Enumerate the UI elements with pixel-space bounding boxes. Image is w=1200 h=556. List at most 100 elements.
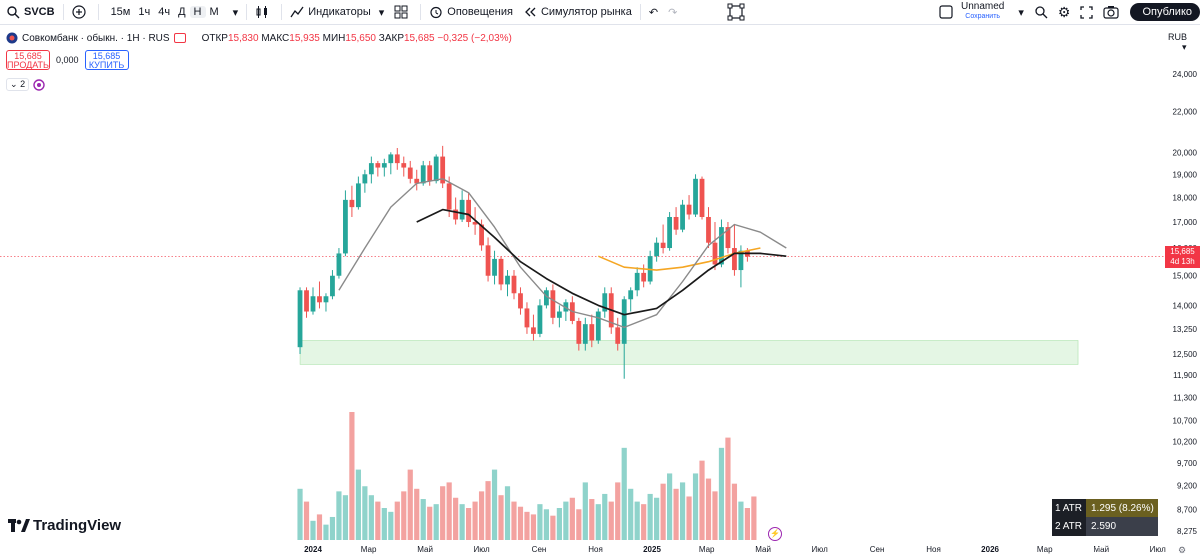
fullscreen-button[interactable] (1075, 0, 1098, 24)
settings-gear-bottom[interactable]: ⚙ (1178, 545, 1186, 556)
volume-bar-14 (388, 511, 394, 540)
settings-button[interactable]: ⚙ (1053, 0, 1076, 24)
tradingview-logo[interactable]: TradingView (8, 517, 121, 534)
volume-bar-30 (491, 469, 498, 540)
volume-bar-4 (323, 524, 329, 540)
snapshot-button[interactable] (1098, 0, 1124, 24)
interval-4[interactable]: Н (189, 6, 206, 18)
volume-bar-65 (718, 447, 725, 540)
volume-bar-54 (647, 493, 653, 540)
interval-2[interactable]: 4ч (158, 6, 171, 18)
candle-body-15 (394, 154, 400, 164)
y-tick-label-7: 15,000 (1173, 272, 1198, 281)
interval-5[interactable]: М (209, 6, 219, 18)
templates-button[interactable] (389, 0, 417, 24)
volume-bar-67 (731, 483, 738, 540)
candle-body-43 (576, 320, 582, 344)
volume-bar-16 (401, 491, 407, 540)
buy-button[interactable]: 15,685 КУПИТЬ (84, 50, 129, 70)
candle-body-31 (498, 258, 504, 285)
currency-selector[interactable]: RUB ▾ (1168, 32, 1200, 53)
undo-button[interactable]: ↶ (644, 0, 663, 24)
indicators-button[interactable]: Индикаторы ▾ (285, 0, 389, 24)
alerts-button[interactable]: Оповещения (424, 0, 518, 24)
compare-button[interactable] (67, 0, 95, 24)
candle-body-40 (556, 311, 562, 318)
divider (246, 4, 248, 20)
volume-bar-60 (686, 496, 692, 540)
gear-icon: ⚙ (1057, 3, 1071, 20)
save-status: Сохранить (965, 13, 1001, 20)
chart-type-button[interactable] (250, 0, 278, 24)
candle-body-47 (602, 293, 608, 312)
candle-body-38 (544, 290, 549, 306)
y-tick-label-15: 9,700 (1177, 459, 1198, 468)
search-icon (7, 6, 20, 19)
volume-bar-49 (615, 482, 621, 540)
x-tick-label-8: Май (755, 545, 771, 554)
candle-body-1 (304, 290, 309, 312)
volume-bar-50 (621, 447, 627, 540)
legend-menu-icon[interactable] (173, 33, 186, 43)
atr-row-1: 1 ATR 1.295 (8.26%) (1052, 499, 1158, 518)
volume-bar-31 (498, 495, 504, 540)
sell-button[interactable]: 15,685 ПРОДАТЬ (6, 50, 50, 70)
volume-bar-32 (504, 486, 511, 540)
layout-button[interactable]: Unnamed Сохранить ▾ (934, 0, 1029, 24)
indicators-toggle[interactable]: ⌄ 2 (6, 78, 30, 91)
interval-group: 15м 1ч 4ч Д Н М (102, 0, 228, 24)
divider (281, 4, 283, 20)
candle-body-14 (388, 154, 394, 164)
chevron-down-icon[interactable]: ▾ (232, 6, 239, 19)
publish-button[interactable]: Опублико (1130, 3, 1200, 21)
y-tick-label-9: 13,250 (1173, 325, 1198, 334)
volume-bar-15 (394, 501, 400, 540)
fullscreen-select-button[interactable] (722, 0, 750, 24)
interval-1[interactable]: 1ч (138, 6, 151, 18)
candle-body-3 (317, 296, 322, 303)
high-label: МАКС (261, 32, 290, 44)
volume-bar-58 (673, 488, 679, 540)
candle-body-29 (485, 245, 491, 276)
y-tick-label-17: 8,700 (1177, 506, 1198, 515)
volume-bar-61 (692, 473, 699, 540)
search-icon (1035, 6, 1048, 19)
selection-frame-icon (727, 3, 745, 21)
candle-body-32 (505, 275, 510, 285)
x-tick-label-3: Июл (473, 545, 490, 554)
support-zone (299, 340, 1079, 365)
volume-bar-7 (342, 495, 349, 540)
plus-circle-icon (71, 5, 86, 19)
data-source-icon[interactable] (33, 78, 45, 91)
y-tick-label-2: 20,000 (1173, 148, 1198, 157)
volume-bar-23 (446, 482, 452, 540)
volume-bar-8 (349, 412, 355, 540)
quick-search-button[interactable] (1029, 0, 1053, 24)
candles-icon (256, 6, 268, 18)
x-tick-label-2: Май (417, 545, 433, 554)
replay-button[interactable]: Симулятор рынка (518, 0, 637, 24)
gear-icon: ⚙ (1178, 545, 1187, 555)
divider (639, 4, 641, 20)
redo-button[interactable]: ↷ (663, 0, 682, 24)
symbol-search[interactable]: SVCB (0, 0, 60, 24)
lightning-icon[interactable]: ⚡ (768, 527, 782, 541)
volume-bar-27 (472, 501, 478, 540)
volume-bar-10 (362, 486, 368, 540)
interval-0[interactable]: 15м (110, 6, 131, 18)
candle-body-52 (634, 272, 640, 291)
open-value: 15,830 (227, 32, 259, 44)
volume-bar-25 (459, 504, 465, 540)
y-tick-label-13: 10,700 (1173, 417, 1198, 426)
last-price-label: 15,685 4d 13h (1165, 245, 1200, 268)
atr-row-2: 2 ATR 2.590 (16.53%) (1052, 517, 1158, 551)
indicators-count: 2 (20, 79, 26, 89)
interval-3[interactable]: Д (178, 6, 186, 18)
grid-icon (394, 5, 408, 19)
candle-body-36 (531, 327, 536, 334)
candle-body-6 (336, 253, 342, 276)
candle-body-20 (427, 165, 433, 182)
top-toolbar: SVCB 15м 1ч 4ч Д Н М ▾ Индикаторы ▾ Оповещени… (0, 0, 1200, 25)
x-tick-label-10: Сен (870, 545, 885, 554)
